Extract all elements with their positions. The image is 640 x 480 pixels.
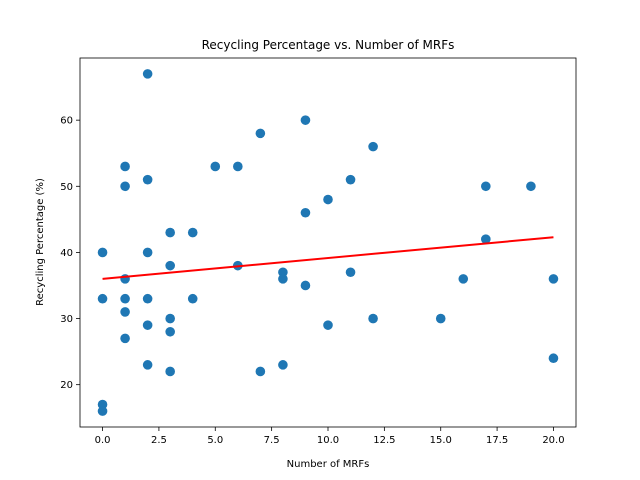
data-point bbox=[142, 247, 153, 258]
data-point bbox=[165, 260, 175, 271]
data-point bbox=[165, 366, 175, 377]
data-point bbox=[187, 293, 198, 304]
data-point bbox=[120, 293, 130, 304]
data-point bbox=[323, 320, 333, 330]
data-point bbox=[120, 333, 130, 344]
data-point bbox=[526, 181, 536, 192]
x-tick-label: 15.0 bbox=[430, 435, 452, 446]
y-tick-label: 20 bbox=[60, 380, 73, 391]
data-point bbox=[548, 353, 559, 364]
data-point bbox=[323, 194, 333, 205]
data-point bbox=[300, 280, 311, 291]
chart-title: Recycling Percentage vs. Number of MRFs bbox=[202, 38, 455, 52]
data-point bbox=[97, 247, 108, 258]
data-point bbox=[97, 293, 108, 304]
data-point bbox=[233, 161, 243, 172]
data-point bbox=[142, 69, 153, 79]
x-axis-title: Number of MRFs bbox=[287, 459, 370, 470]
x-tick-label: 5.0 bbox=[207, 435, 223, 446]
data-point bbox=[481, 181, 491, 192]
x-axis: 0.0 2.5 5.0 7.5 10.0 12.5 15.0 17.5 20.0 bbox=[95, 427, 565, 446]
data-points bbox=[97, 69, 559, 416]
data-point bbox=[120, 181, 130, 192]
data-point bbox=[300, 207, 311, 218]
data-point bbox=[458, 274, 469, 284]
x-tick-label: 20.0 bbox=[542, 435, 564, 446]
data-point bbox=[368, 141, 378, 152]
data-point bbox=[120, 307, 130, 317]
data-point bbox=[300, 115, 311, 125]
data-point bbox=[481, 234, 491, 244]
trend-line-group bbox=[102, 236, 554, 280]
data-point bbox=[97, 406, 108, 416]
data-point bbox=[345, 174, 356, 185]
x-tick-label: 10.0 bbox=[317, 435, 339, 446]
x-tick-label: 17.5 bbox=[486, 435, 508, 446]
data-point bbox=[210, 161, 221, 172]
data-point bbox=[142, 293, 153, 304]
data-point bbox=[165, 326, 175, 337]
x-tick-label: 2.5 bbox=[151, 435, 167, 446]
data-point bbox=[435, 313, 446, 324]
y-tick-label: 50 bbox=[60, 182, 73, 193]
data-point bbox=[368, 313, 378, 324]
y-tick-label: 30 bbox=[60, 314, 73, 325]
x-tick-label: 7.5 bbox=[264, 435, 280, 446]
data-point bbox=[165, 313, 175, 324]
data-point bbox=[142, 320, 153, 330]
x-tick-label: 0.0 bbox=[95, 435, 111, 446]
data-point bbox=[278, 274, 288, 284]
trend-line bbox=[102, 236, 554, 280]
data-point bbox=[142, 174, 153, 185]
y-axis-title: Recycling Percentage (%) bbox=[35, 178, 46, 306]
data-point bbox=[548, 274, 559, 284]
data-point bbox=[142, 360, 153, 370]
data-point bbox=[255, 128, 266, 139]
data-point bbox=[345, 267, 356, 278]
data-point bbox=[278, 360, 288, 370]
data-point bbox=[165, 227, 175, 238]
data-point bbox=[120, 161, 130, 172]
data-point bbox=[255, 366, 266, 377]
data-point bbox=[187, 227, 198, 238]
data-point bbox=[278, 267, 288, 278]
y-axis: 20 30 40 50 60 bbox=[60, 116, 80, 391]
y-tick-label: 40 bbox=[60, 248, 73, 259]
data-point bbox=[97, 399, 108, 410]
x-tick-label: 12.5 bbox=[373, 435, 395, 446]
y-tick-label: 60 bbox=[60, 116, 73, 127]
